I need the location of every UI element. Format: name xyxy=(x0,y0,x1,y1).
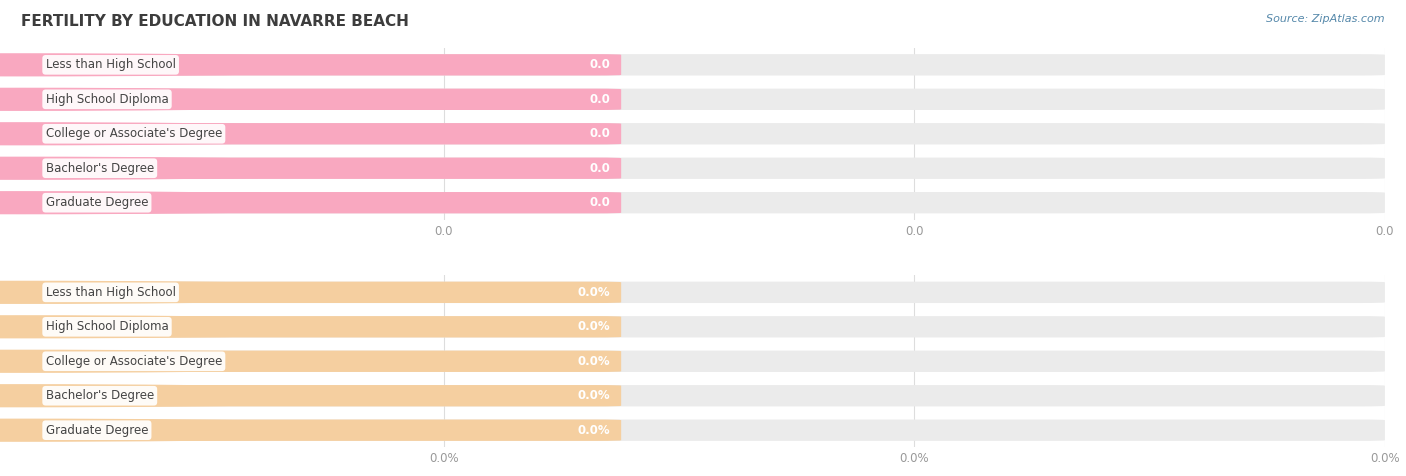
Text: 0.0%: 0.0% xyxy=(578,286,610,299)
Text: 0.0%: 0.0% xyxy=(578,320,610,333)
FancyBboxPatch shape xyxy=(21,282,621,303)
Circle shape xyxy=(0,281,453,303)
Circle shape xyxy=(0,419,453,441)
FancyBboxPatch shape xyxy=(21,385,1385,407)
FancyBboxPatch shape xyxy=(21,158,1385,179)
FancyBboxPatch shape xyxy=(21,419,1385,441)
Text: 0.0%: 0.0% xyxy=(578,355,610,368)
Text: Less than High School: Less than High School xyxy=(45,286,176,299)
Circle shape xyxy=(0,350,453,372)
FancyBboxPatch shape xyxy=(21,351,621,372)
Text: Bachelor's Degree: Bachelor's Degree xyxy=(45,389,153,402)
Text: 0.0: 0.0 xyxy=(589,162,610,175)
Circle shape xyxy=(0,316,453,337)
FancyBboxPatch shape xyxy=(21,419,621,441)
Text: Source: ZipAtlas.com: Source: ZipAtlas.com xyxy=(1267,14,1385,24)
Text: 0.0%: 0.0% xyxy=(578,389,610,402)
FancyBboxPatch shape xyxy=(21,192,621,213)
FancyBboxPatch shape xyxy=(21,54,1385,76)
Text: 0.0: 0.0 xyxy=(589,127,610,140)
FancyBboxPatch shape xyxy=(21,123,1385,144)
FancyBboxPatch shape xyxy=(21,192,1385,213)
Text: 0.0: 0.0 xyxy=(589,196,610,209)
Circle shape xyxy=(0,123,453,145)
Text: College or Associate's Degree: College or Associate's Degree xyxy=(45,127,222,140)
Text: 0.0%: 0.0% xyxy=(578,424,610,436)
Text: College or Associate's Degree: College or Associate's Degree xyxy=(45,355,222,368)
Text: FERTILITY BY EDUCATION IN NAVARRE BEACH: FERTILITY BY EDUCATION IN NAVARRE BEACH xyxy=(21,14,409,30)
FancyBboxPatch shape xyxy=(21,89,1385,110)
Text: 0.0: 0.0 xyxy=(589,59,610,71)
Circle shape xyxy=(0,54,453,76)
FancyBboxPatch shape xyxy=(21,54,621,76)
FancyBboxPatch shape xyxy=(21,89,621,110)
FancyBboxPatch shape xyxy=(21,316,1385,337)
FancyBboxPatch shape xyxy=(21,123,621,144)
Circle shape xyxy=(0,385,453,407)
Circle shape xyxy=(0,89,453,110)
Text: High School Diploma: High School Diploma xyxy=(45,320,169,333)
FancyBboxPatch shape xyxy=(21,385,621,407)
FancyBboxPatch shape xyxy=(21,282,1385,303)
FancyBboxPatch shape xyxy=(21,351,1385,372)
Circle shape xyxy=(0,158,453,179)
Text: High School Diploma: High School Diploma xyxy=(45,93,169,106)
Text: Graduate Degree: Graduate Degree xyxy=(45,424,148,436)
Text: Graduate Degree: Graduate Degree xyxy=(45,196,148,209)
FancyBboxPatch shape xyxy=(21,158,621,179)
FancyBboxPatch shape xyxy=(21,316,621,337)
Circle shape xyxy=(0,192,453,214)
Text: Bachelor's Degree: Bachelor's Degree xyxy=(45,162,153,175)
Text: Less than High School: Less than High School xyxy=(45,59,176,71)
Text: 0.0: 0.0 xyxy=(589,93,610,106)
